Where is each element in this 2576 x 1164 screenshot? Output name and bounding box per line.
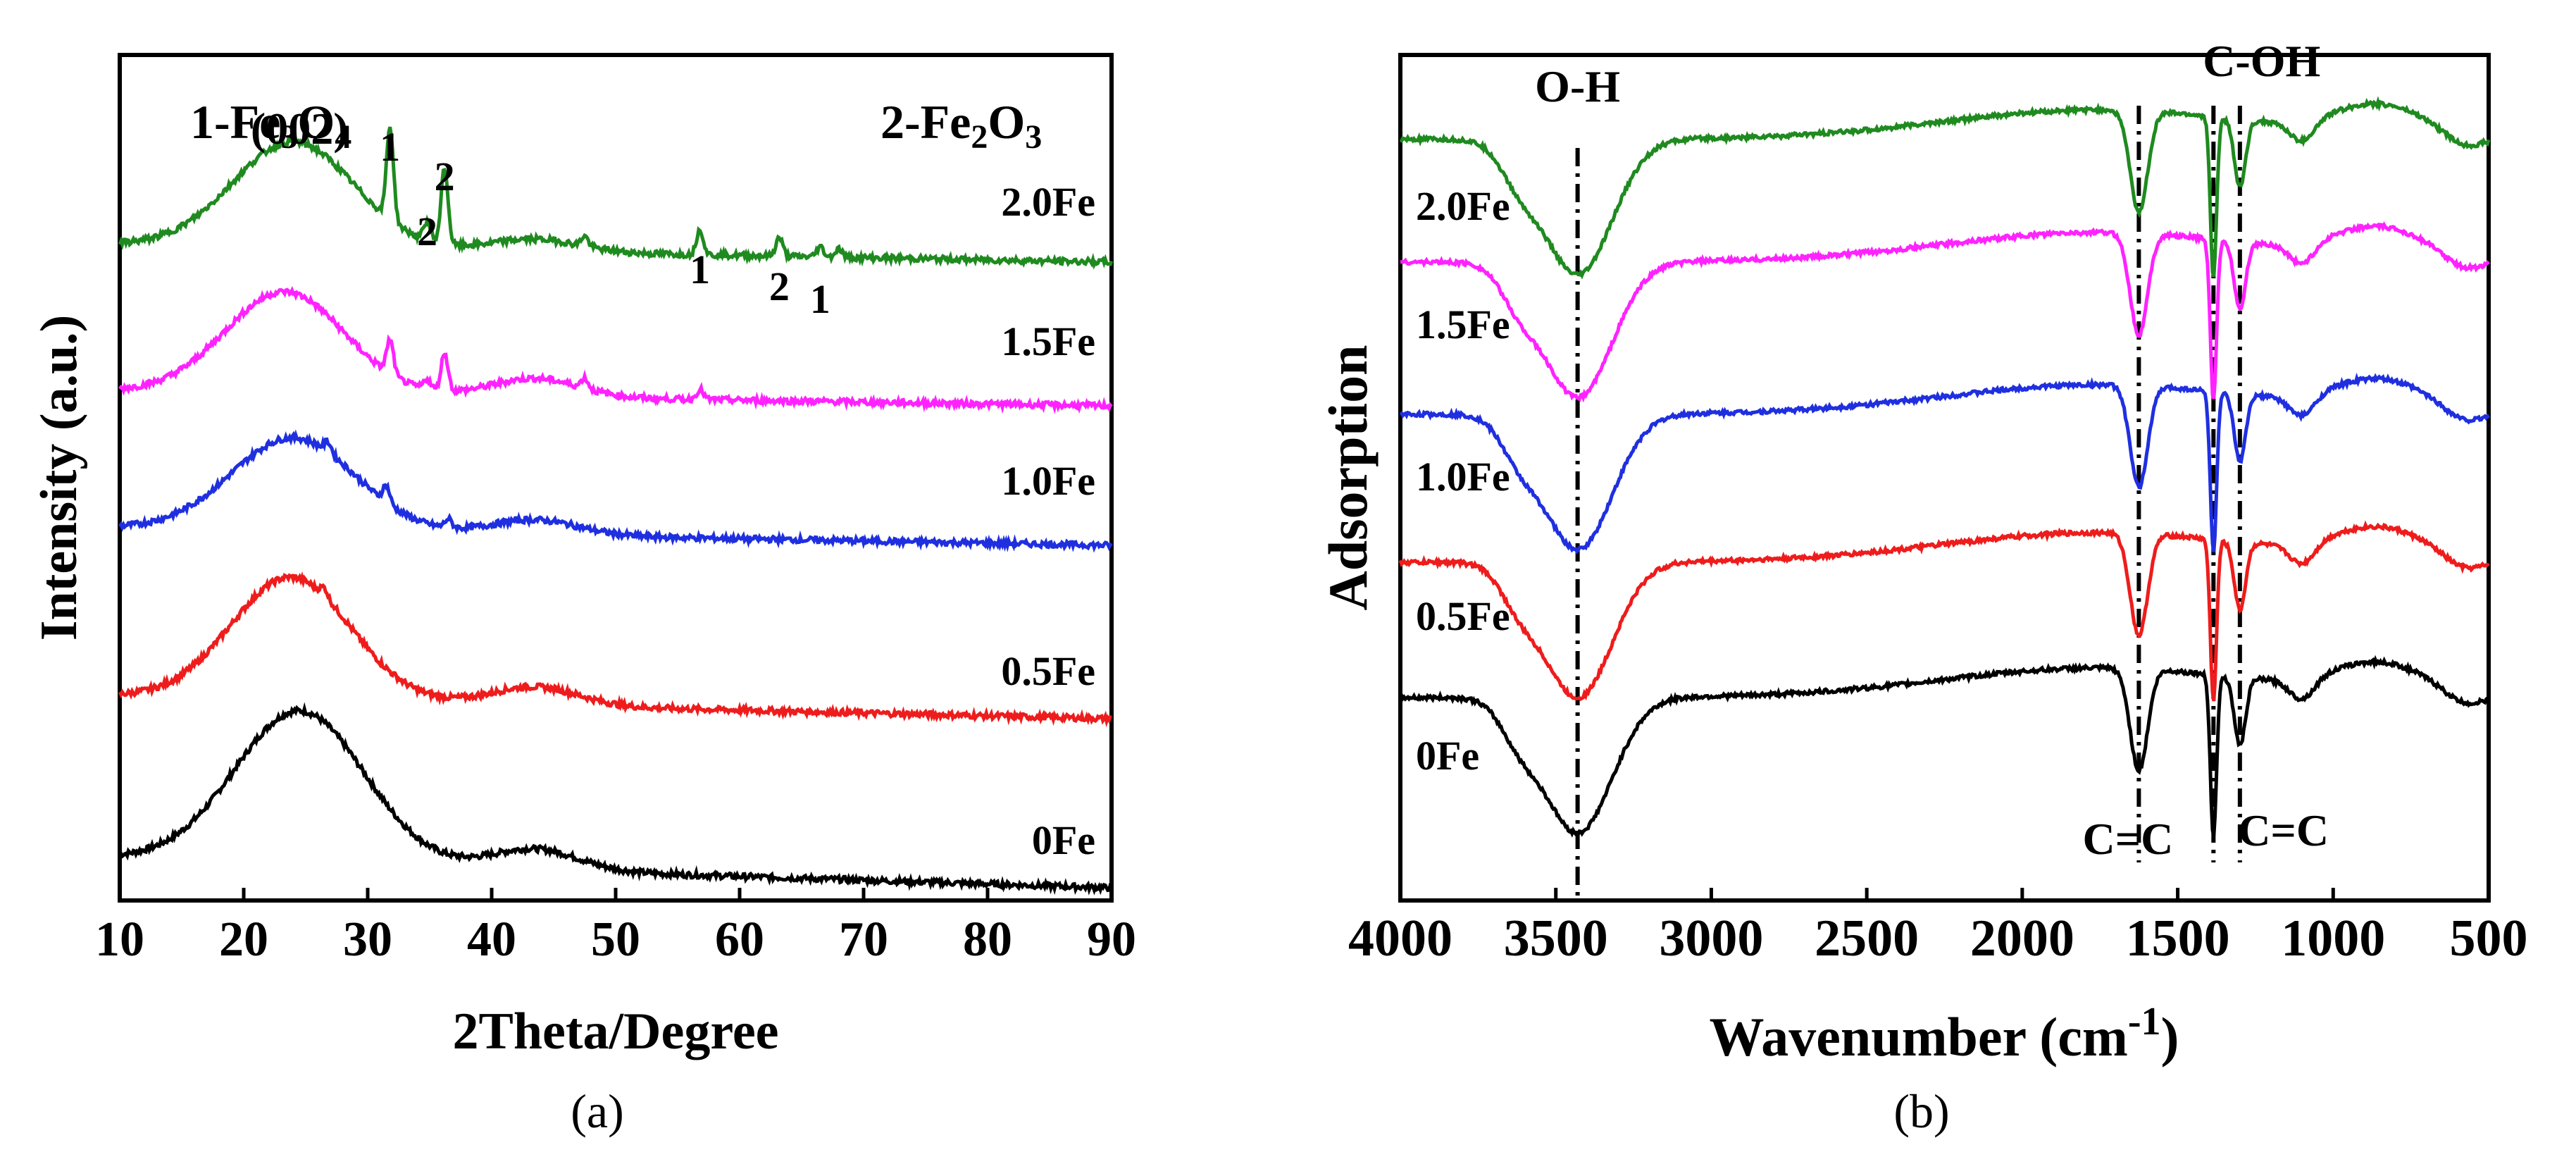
panel-b-plot-frame: [1398, 53, 2491, 903]
x-tick-label: 2000: [1970, 910, 2074, 967]
panel-b-dash-dot-guides: [1575, 106, 2242, 900]
x-tick-label: 90: [1087, 912, 1136, 967]
x-tick-label: 500: [2450, 910, 2528, 967]
curve-label-0.5Fe: 0.5Fe: [1416, 593, 1510, 639]
x-tick-label: 3500: [1504, 910, 1608, 967]
annotation-cc1: C=C: [2082, 814, 2173, 864]
panel-b-caption: (b): [1893, 1084, 1949, 1138]
x-tick-label: 80: [963, 912, 1012, 967]
curve-label-2.0Fe: 2.0Fe: [1001, 179, 1095, 225]
curve-label-1.5Fe: 1.5Fe: [1416, 302, 1510, 347]
annotation-p4: 1: [690, 247, 710, 292]
panel-b-annotations: O-H C-OH C=C C=C: [1535, 36, 2329, 864]
panel-b-y-axis-label: Adsorption: [1317, 345, 1379, 610]
panel-a-legend-fe3o4: 1-Fe3O4: [190, 95, 351, 156]
x-tick-label: 60: [715, 912, 764, 967]
curve-label-1.0Fe: 1.0Fe: [1416, 454, 1510, 500]
series-line-1.5Fe: [1400, 221, 2490, 403]
curve-label-2.0Fe: 2.0Fe: [1416, 183, 1510, 229]
panel-a-series-group: [118, 126, 1114, 896]
series-line-1.0Fe: [118, 429, 1113, 553]
curve-label-0.5Fe: 0.5Fe: [1001, 648, 1095, 694]
series-line-2.0Fe: [1399, 96, 2491, 280]
annotation-p1: 1: [380, 124, 400, 170]
series-line-1.5Fe: [118, 285, 1113, 414]
annotation-p5: 2: [769, 264, 790, 309]
panel-a-caption: (a): [571, 1084, 623, 1138]
annotation-cc2: C=C: [2238, 805, 2329, 855]
panel-a-x-axis-label: 2Theta/Degree: [452, 1003, 778, 1060]
annotation-peak_002: (002): [251, 104, 349, 154]
series-line-0Fe: [1400, 655, 2489, 838]
annotation-p2: 2: [417, 209, 437, 254]
panel-a-x-ticks: 10 20 30 40 50 60 70 80 90: [95, 888, 1136, 967]
panel-a-plot-frame: [118, 53, 1114, 903]
annotation-oh: O-H: [1535, 61, 1620, 111]
panel-b-x-axis-label: Wavenumber (cm-1): [1710, 1000, 2179, 1067]
annotation-coh: C-OH: [2203, 36, 2320, 86]
annotation-p6: 1: [810, 276, 830, 322]
x-tick-label: 50: [591, 912, 640, 967]
curve-label-1.5Fe: 1.5Fe: [1001, 318, 1095, 364]
x-tick-label: 2500: [1815, 910, 1919, 967]
curve-label-0Fe: 0Fe: [1032, 817, 1095, 863]
x-tick-label: 1000: [2281, 910, 2385, 967]
panel-b-series-group: [1398, 96, 2491, 838]
x-tick-label: 30: [343, 912, 392, 967]
panel-b-x-ticks: 4000 3500 3000 2500 2000 1500 1000 500: [1348, 888, 2528, 967]
x-tick-label: 1500: [2126, 910, 2230, 967]
series-line-1.0Fe: [1399, 372, 2491, 555]
series-line-0.5Fe: [1398, 520, 2490, 702]
x-tick-label: 10: [95, 912, 144, 967]
series-line-0Fe: [118, 702, 1112, 896]
panel-a-legend-fe2o3: 2-Fe2O3: [881, 95, 1042, 156]
series-line-0.5Fe: [118, 571, 1112, 728]
x-tick-label: 70: [839, 912, 888, 967]
panel-b-curve-labels: 0Fe 0.5Fe 1.0Fe 1.5Fe 2.0Fe: [1416, 183, 1510, 779]
annotation-p3: 2: [435, 154, 455, 199]
curve-label-1.0Fe: 1.0Fe: [1001, 458, 1095, 504]
x-tick-label: 40: [467, 912, 516, 967]
curve-label-0Fe: 0Fe: [1416, 733, 1479, 779]
panel-a-y-axis-label: Intensity (a.u.): [30, 315, 88, 641]
x-tick-label: 4000: [1348, 910, 1452, 967]
panel-a-xrd-chart: 10 20 30 40 50 60 70 80 90 0Fe 0.5Fe 1.0Fe 1.5Fe 2.0…: [30, 53, 1136, 1138]
x-tick-label: 3000: [1659, 910, 1763, 967]
panel-a-curve-labels: 0Fe 0.5Fe 1.0Fe 1.5Fe 2.0Fe: [1001, 179, 1095, 863]
panel-b-ftir-chart: 4000 3500 3000 2500 2000 1500 1000 500 0Fe 0.5Fe…: [1317, 36, 2528, 1138]
x-tick-label: 20: [219, 912, 268, 967]
series-line-2.0Fe: [118, 126, 1114, 270]
